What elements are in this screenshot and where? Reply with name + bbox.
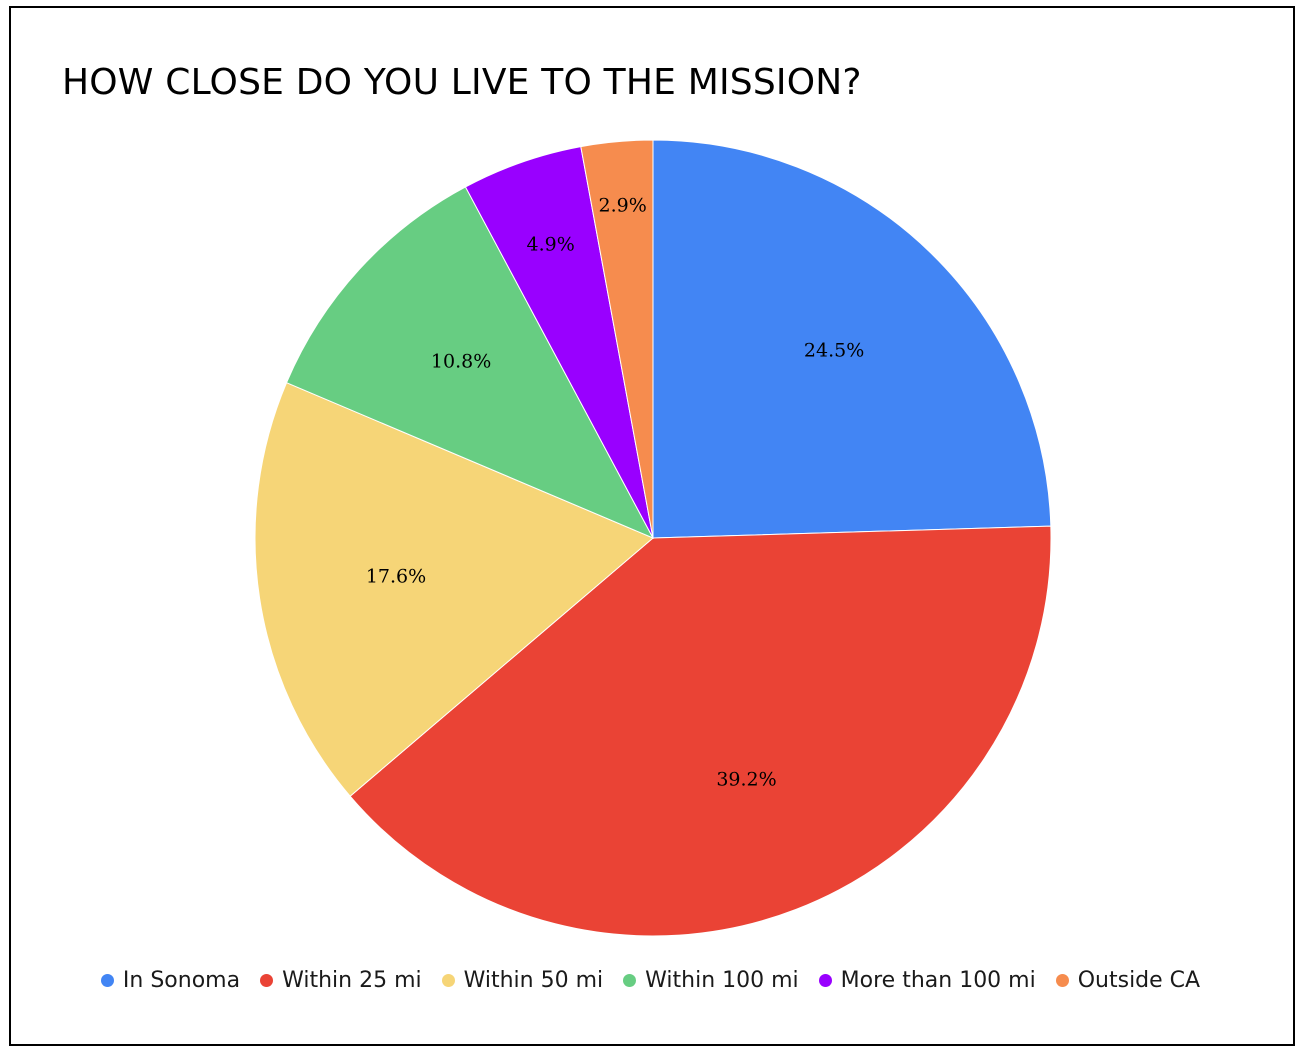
legend-swatch xyxy=(100,974,114,987)
chart-title: HOW CLOSE DO YOU LIVE TO THE MISSION? xyxy=(62,62,862,103)
legend-label: Within 100 mi xyxy=(645,968,799,993)
legend-swatch xyxy=(1055,974,1069,987)
chart-legend: In Sonoma Within 25 mi Within 50 mi Within … xyxy=(0,968,1301,993)
slice-label: 24.5% xyxy=(804,339,864,361)
legend-item: Within 25 mi xyxy=(260,968,422,993)
legend-swatch xyxy=(441,974,455,987)
legend-label: More than 100 mi xyxy=(840,968,1036,993)
legend-label: Within 50 mi xyxy=(463,968,604,993)
slice-label: 4.9% xyxy=(527,233,575,255)
legend-label: Outside CA xyxy=(1077,968,1201,993)
pie-labels: 24.5% 39.2% 17.6% 10.8% 4.9% 2.9% xyxy=(366,194,864,790)
pie-slice-within-50-mi xyxy=(254,382,654,797)
legend-label: In Sonoma xyxy=(122,968,241,993)
pie-slice-within-25-mi xyxy=(349,525,1052,937)
pie-slice-within-100-mi xyxy=(285,186,655,540)
legend-label: Within 25 mi xyxy=(282,968,422,993)
pie-slice-in-sonoma xyxy=(652,139,1052,539)
legend-item: In Sonoma xyxy=(100,968,241,993)
legend-item: Within 100 mi xyxy=(623,968,799,993)
legend-swatch xyxy=(818,974,832,987)
slice-label: 2.9% xyxy=(599,194,647,216)
legend-item: Outside CA xyxy=(1055,968,1201,993)
legend-item: Within 50 mi xyxy=(441,968,604,993)
pie-slice-outside-ca xyxy=(580,139,654,539)
slice-label: 17.6% xyxy=(366,566,426,588)
slice-label: 39.2% xyxy=(716,769,776,791)
pie-slices xyxy=(254,139,1052,937)
legend-swatch xyxy=(260,974,274,987)
legend-item: More than 100 mi xyxy=(818,968,1036,993)
slice-label: 10.8% xyxy=(431,351,491,373)
legend-swatch xyxy=(623,974,637,987)
